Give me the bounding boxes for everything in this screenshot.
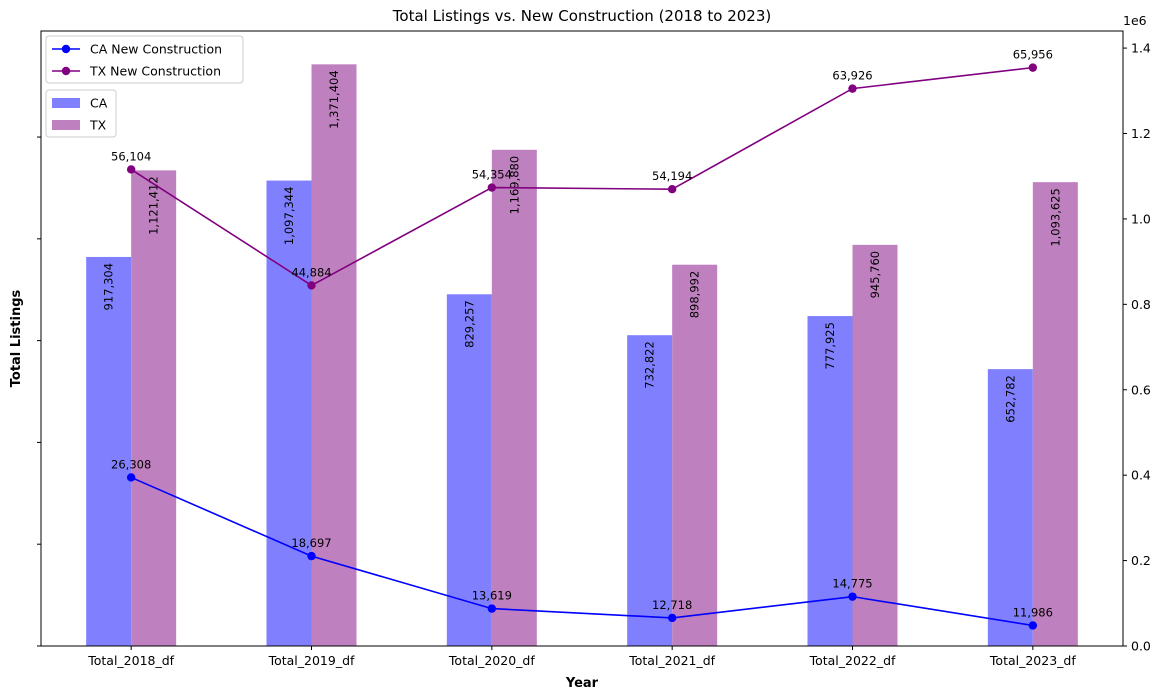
legend-label: TX New Construction xyxy=(89,64,221,79)
left-axis xyxy=(37,136,41,647)
bar-label-ca: 732,822 xyxy=(643,341,657,389)
x-axis-tick-label: Total_2022_df xyxy=(809,653,896,668)
bar-tx xyxy=(131,170,177,646)
right-axis-tick-label: 0.0 xyxy=(1131,639,1151,654)
point-label: 54,194 xyxy=(652,169,692,183)
point-label: 63,926 xyxy=(832,69,872,83)
legend-label: TX xyxy=(89,118,107,133)
bar-ca xyxy=(807,316,853,646)
x-axis-title: Year xyxy=(565,676,599,691)
line-point xyxy=(487,604,497,613)
right-axis-tick-label: 1.4 xyxy=(1131,41,1151,56)
bar-label-tx: 1,121,412 xyxy=(147,176,161,235)
legend-lines-box xyxy=(45,35,244,84)
x-axis-tick-label: Total_2021_df xyxy=(628,653,715,668)
point-label: 54,354 xyxy=(472,168,512,182)
bar-label-ca: 1,097,344 xyxy=(282,187,296,246)
x-axis-tick-label: Total_2020_df xyxy=(448,653,535,668)
point-label: 44,884 xyxy=(291,265,331,279)
line-point xyxy=(1028,621,1038,630)
x-axis: Total_2018_df Total_2019_df Total_2020_df T… xyxy=(87,646,1076,668)
right-axis: 0.0 0.2 0.4 0.6 0.8 1.0 1.2 1.4 xyxy=(1123,41,1151,654)
legend-bar-swatch xyxy=(52,120,80,130)
right-axis-tick-label: 0.6 xyxy=(1131,382,1151,397)
y-axis-title: Total Listings xyxy=(9,290,24,388)
plot-frame xyxy=(40,30,1124,647)
right-axis-tick-label: 1.0 xyxy=(1131,211,1151,226)
point-label: 11,986 xyxy=(1013,605,1053,619)
legend-line-marker xyxy=(61,44,71,54)
right-axis-offset-text: 1e6 xyxy=(1123,13,1147,28)
legend-label: CA xyxy=(90,96,108,111)
bar-ca xyxy=(987,369,1033,646)
point-label: 26,308 xyxy=(111,457,151,471)
line-point xyxy=(126,473,136,482)
point-label: 65,956 xyxy=(1013,48,1053,62)
right-axis-tick-label: 0.8 xyxy=(1131,297,1151,312)
line-point xyxy=(848,84,857,93)
line-point xyxy=(667,185,677,194)
lines-layer: 26,308 18,697 13,619 12,718 14,775 11,986 56,1… xyxy=(111,48,1053,630)
right-axis-tick-label: 0.2 xyxy=(1131,553,1151,568)
bar-label-tx: 898,992 xyxy=(688,271,702,319)
x-axis-tick-label: Total_2019_df xyxy=(268,653,355,668)
bar-label-tx: 945,760 xyxy=(868,251,882,299)
bar-tx xyxy=(311,64,357,646)
line-point xyxy=(126,165,136,174)
bar-label-tx: 1,371,404 xyxy=(327,70,341,129)
point-label: 14,775 xyxy=(832,577,872,591)
bar-ca xyxy=(266,180,312,647)
legend-bars: CA TX xyxy=(45,89,117,138)
x-axis-tick-label: Total_2023_df xyxy=(989,653,1076,668)
line-point xyxy=(848,592,857,601)
point-label: 12,718 xyxy=(652,598,692,612)
legend-line-marker xyxy=(61,66,71,76)
bars-layer: 917,304 1,097,344 829,257 732,822 777,925 652… xyxy=(86,64,1078,647)
bar-label-ca: 777,925 xyxy=(823,322,837,370)
x-axis-tick-label: Total_2018_df xyxy=(87,653,174,668)
bar-tx xyxy=(491,149,537,647)
bar-tx xyxy=(672,264,718,646)
bar-tx xyxy=(852,244,898,646)
bar-label-ca: 652,782 xyxy=(1003,375,1017,423)
bar-ca xyxy=(86,256,132,646)
line-point xyxy=(667,613,677,623)
point-label: 13,619 xyxy=(472,589,512,603)
bar-label-ca: 917,304 xyxy=(102,263,116,311)
line-point xyxy=(307,551,316,561)
bar-tx xyxy=(1032,182,1078,646)
bar-label-tx: 1,169,880 xyxy=(507,156,521,215)
line-point xyxy=(307,281,316,290)
bar-ca xyxy=(627,335,673,646)
point-label: 18,697 xyxy=(291,536,331,550)
legend-bar-swatch xyxy=(52,98,80,108)
bar-ca xyxy=(446,294,492,646)
right-axis-tick-label: 0.4 xyxy=(1131,468,1151,483)
bar-label-ca: 829,257 xyxy=(462,300,476,348)
line-ca-new-construction xyxy=(130,476,1033,627)
legend-lines: CA New Construction TX New Construction xyxy=(45,35,244,84)
right-axis-tick-label: 1.2 xyxy=(1131,126,1151,141)
legend-label: CA New Construction xyxy=(90,42,222,57)
bar-label-tx: 1,093,625 xyxy=(1048,188,1062,247)
chart-title: Total Listings vs. New Construction (201… xyxy=(392,7,771,25)
line-tx-new-construction xyxy=(130,66,1033,287)
point-label: 56,104 xyxy=(111,149,151,163)
line-point xyxy=(487,183,497,192)
line-point xyxy=(1028,63,1038,72)
